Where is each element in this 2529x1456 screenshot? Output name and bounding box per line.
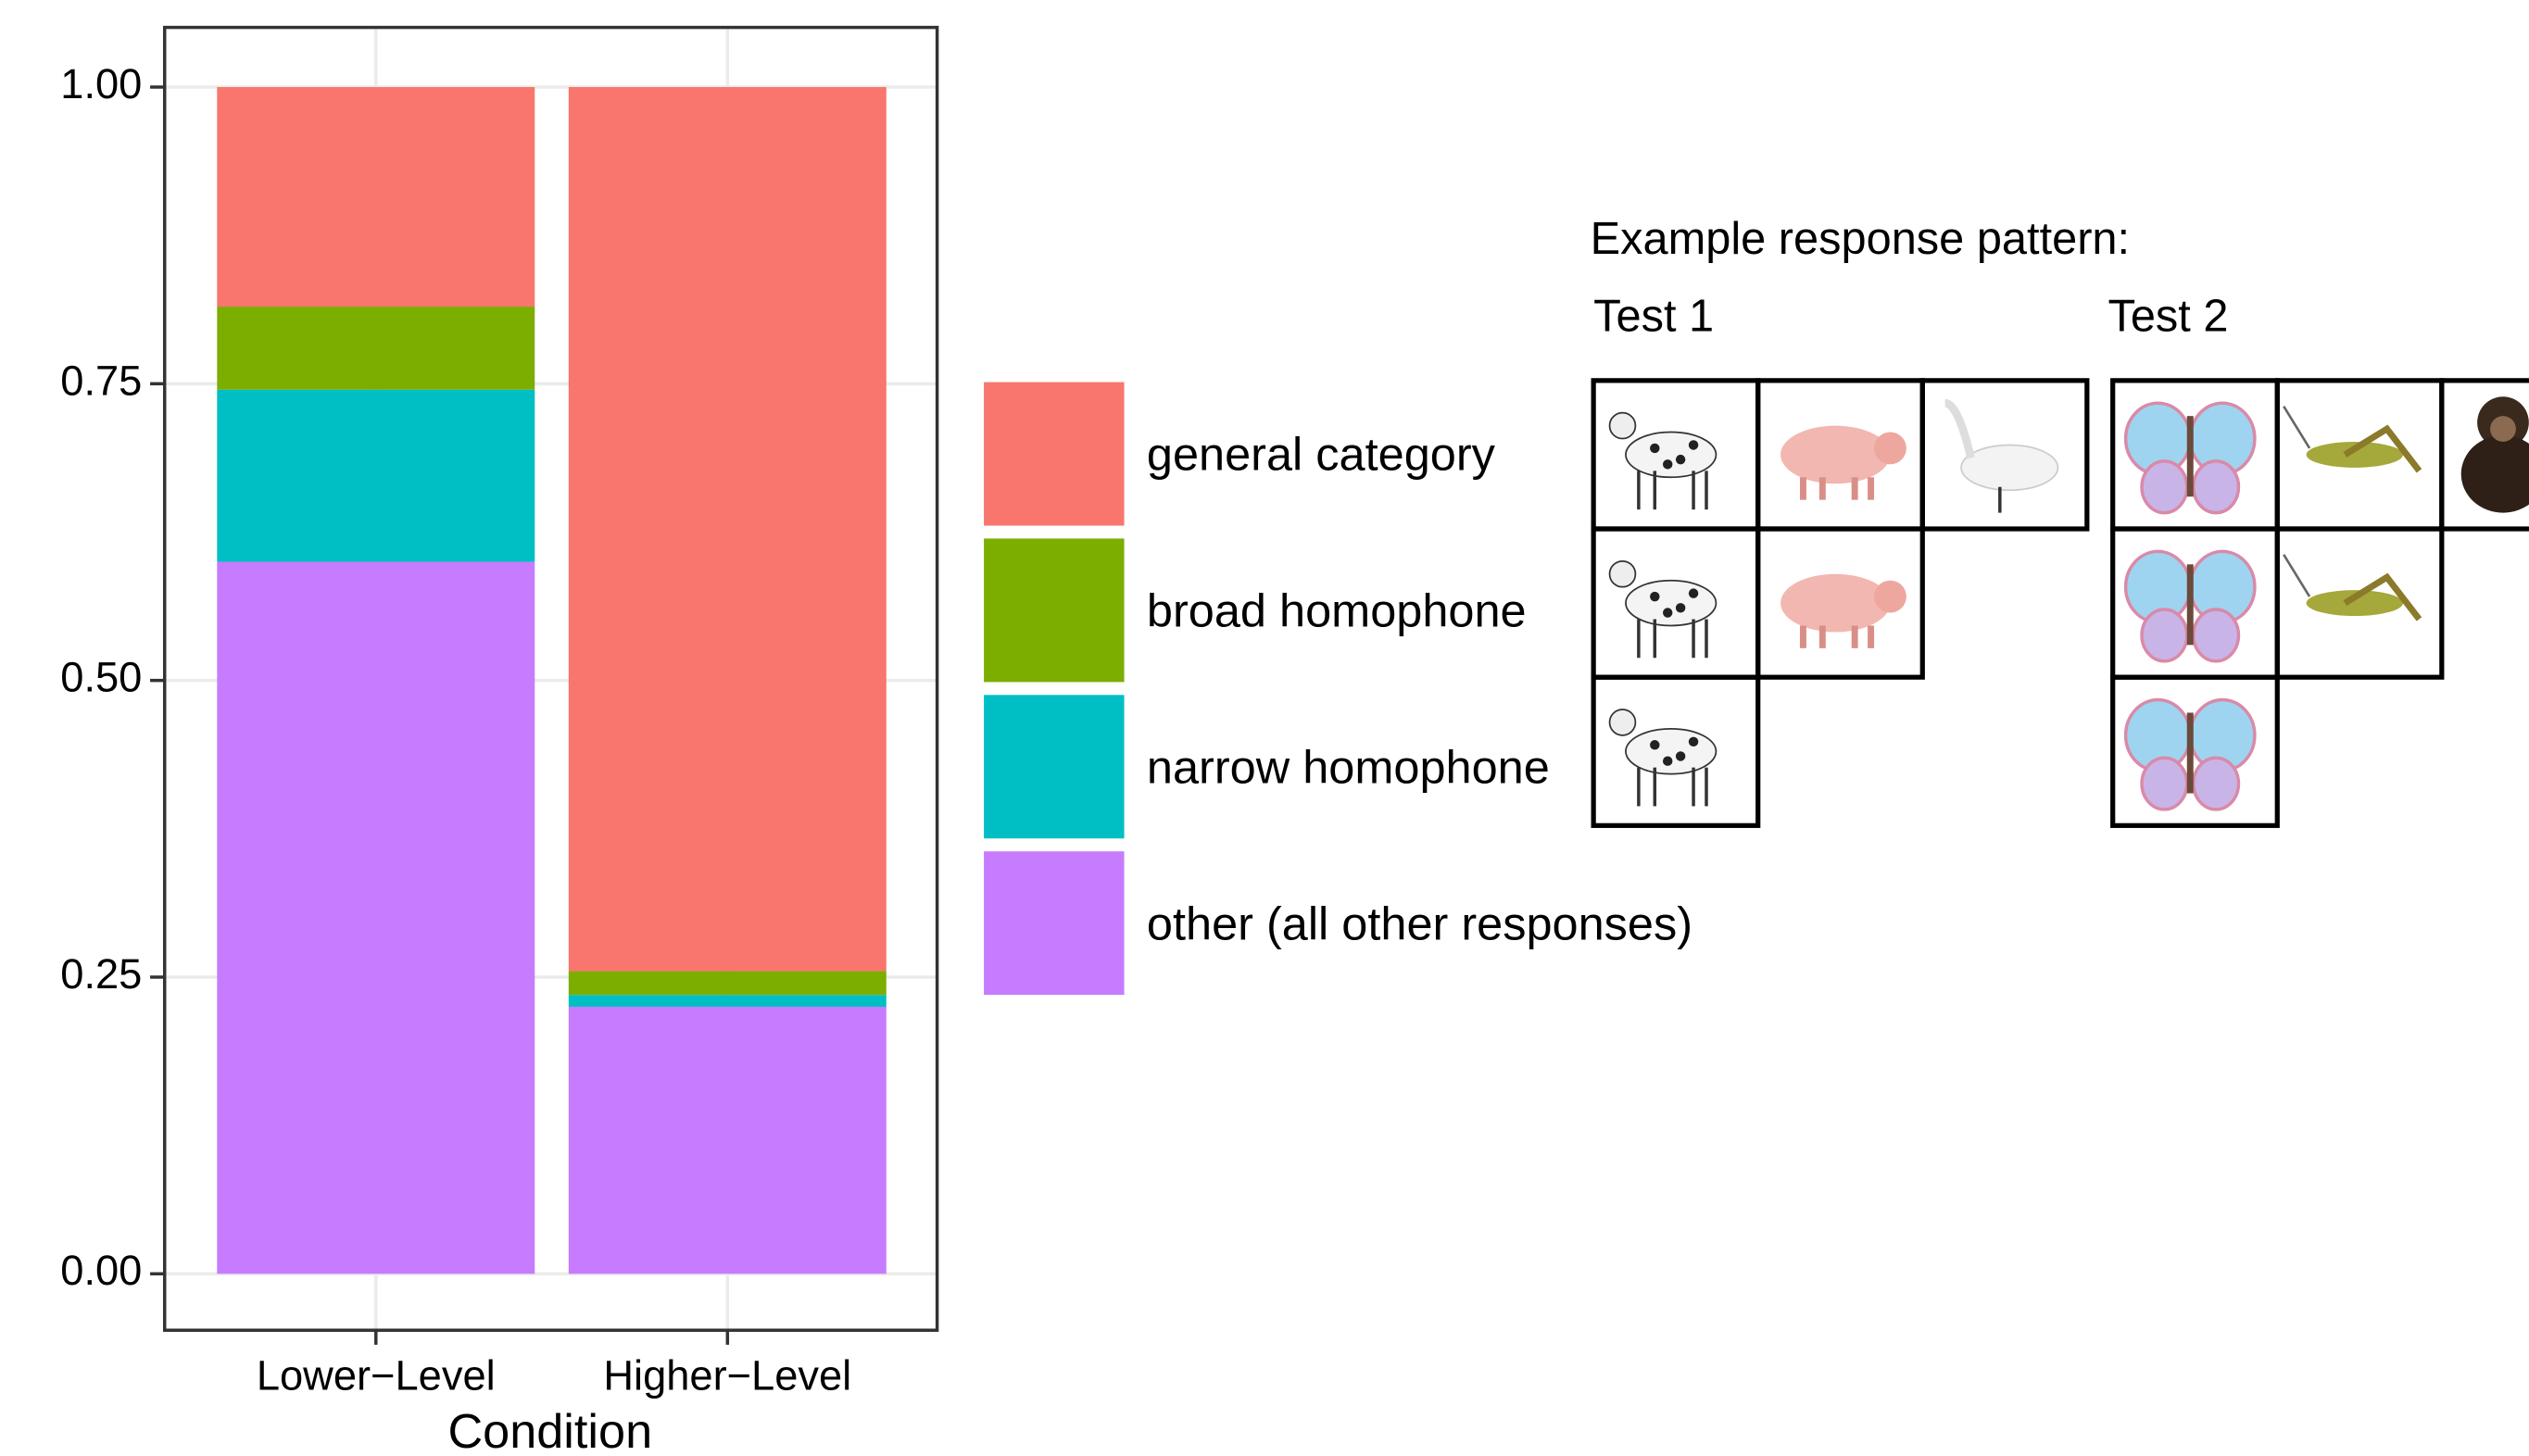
legend-label: narrow homophone xyxy=(1147,740,1550,793)
y-tick-label: 0.75 xyxy=(60,357,142,404)
legend-label: other (all other responses) xyxy=(1147,897,1692,949)
test-label: Test 1 xyxy=(1593,292,1714,342)
y-tick-label: 0.25 xyxy=(60,950,142,998)
picture-shape xyxy=(2187,416,2194,496)
bar-segment xyxy=(217,87,535,307)
animal-picture xyxy=(2126,700,2255,810)
picture-shape xyxy=(1650,444,1659,453)
legend-swatch xyxy=(984,538,1124,682)
animal-picture xyxy=(2126,551,2255,660)
picture-shape xyxy=(2142,461,2187,513)
figure: 0.00 0.25 0.50 0.75 1.00 Lower−Level Higher−Le… xyxy=(0,0,2529,1456)
picture-shape xyxy=(2194,758,2239,810)
picture-shape xyxy=(1676,455,1685,464)
picture-shape xyxy=(2194,461,2239,513)
bar-segment xyxy=(217,390,535,562)
picture-shape xyxy=(1676,751,1685,760)
legend-label: broad homophone xyxy=(1147,584,1527,637)
example-title: Example response pattern: xyxy=(1591,214,2130,264)
picture-shape xyxy=(1780,574,1890,633)
y-tick-label: 0.00 xyxy=(60,1247,142,1294)
legend-swatch xyxy=(984,383,1124,526)
picture-shape xyxy=(1626,433,1716,478)
picture-shape xyxy=(1663,459,1672,469)
legend-label: general category xyxy=(1147,428,1496,481)
picture-shape xyxy=(2194,609,2239,661)
y-tick-label: 0.50 xyxy=(60,654,142,701)
picture-shape xyxy=(2142,758,2187,810)
picture-shape xyxy=(1780,426,1890,484)
bar-segment xyxy=(569,972,887,996)
x-tick-label: Higher−Level xyxy=(603,1351,851,1399)
picture-shape xyxy=(1663,608,1672,617)
test-label: Test 2 xyxy=(2108,292,2228,342)
picture-shape xyxy=(1663,756,1672,765)
picture-shape xyxy=(1650,592,1659,601)
picture-shape xyxy=(1610,561,1636,587)
picture-shape xyxy=(1874,433,1906,465)
picture-shape xyxy=(1626,581,1716,626)
legend-swatch xyxy=(984,695,1124,838)
picture-shape xyxy=(2187,712,2194,793)
picture-shape xyxy=(1610,709,1636,735)
x-tick-label: Lower−Level xyxy=(257,1351,496,1399)
y-tick-label: 1.00 xyxy=(60,60,142,107)
picture-shape xyxy=(2142,609,2187,661)
bar-segment xyxy=(217,562,535,1274)
picture-shape xyxy=(1689,440,1698,449)
bar-segment xyxy=(217,307,535,390)
picture-shape xyxy=(1676,603,1685,612)
picture-shape xyxy=(1874,581,1906,613)
picture-shape xyxy=(1689,588,1698,597)
bar-segment xyxy=(569,87,887,972)
picture-shape xyxy=(1650,740,1659,749)
picture-shape xyxy=(1961,445,2057,490)
bar-segment xyxy=(569,995,887,1007)
animal-picture xyxy=(2126,403,2255,512)
bar-segment xyxy=(569,1007,887,1274)
picture-shape xyxy=(2187,564,2194,645)
picture-shape xyxy=(1610,413,1636,439)
picture-shape xyxy=(1626,729,1716,774)
picture-shape xyxy=(2490,416,2516,442)
legend-swatch xyxy=(984,851,1124,995)
x-axis-title: Condition xyxy=(447,1405,652,1456)
picture-shape xyxy=(1689,737,1698,747)
